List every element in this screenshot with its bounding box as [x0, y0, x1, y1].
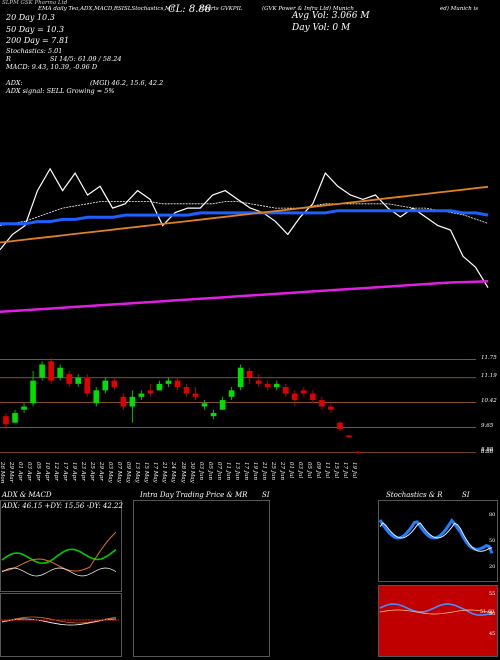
candle-body [282, 387, 289, 394]
candle-body [237, 367, 244, 388]
si-panel [378, 585, 498, 657]
adx-values: (MGI) 46.2, 15.6, 42.2 [90, 79, 164, 87]
intraday-panel-title: Intra Day Trading Price & MR [140, 491, 248, 499]
stochastic-level-label: 50 [489, 538, 495, 544]
macd-signal-line [1, 616, 117, 624]
candle-body [165, 380, 172, 384]
adx-line [1, 567, 117, 577]
candle-body [337, 422, 343, 430]
header-col2: SLStochastics,MR [124, 6, 175, 12]
si-level-label: 45 [489, 631, 495, 637]
stochastics-panel [378, 500, 498, 582]
candle-body [147, 390, 154, 394]
candle-body [120, 396, 127, 407]
si-value: SI 14/5: 61.09 / 58.24 [50, 55, 122, 63]
price-axis-label: 10.42 [481, 397, 497, 404]
candle-body [183, 387, 190, 394]
adx-plus-di-line [1, 548, 117, 565]
candle-body [210, 412, 217, 417]
stochastic-d-line [379, 522, 493, 552]
dma-200: 200 Day = 7.81 [6, 36, 70, 45]
price-axis-label: 8.88 [481, 449, 494, 455]
candle-body [48, 361, 54, 381]
candle-body [219, 400, 226, 410]
adx-signal: ADX signal: SELL Growing ≈ 5% [6, 87, 115, 95]
stochastics-value: Stochastics: 5.01 [6, 47, 63, 55]
candle-body [201, 403, 208, 407]
candle-body [192, 393, 199, 397]
candle-body [319, 400, 325, 407]
si-signal-line [379, 609, 493, 615]
candle-body [12, 412, 18, 423]
intraday-panel [133, 500, 270, 657]
dma-20: 20 Day 10.3 [6, 13, 55, 22]
candle-body [301, 390, 307, 394]
candle-body [75, 377, 82, 384]
candle-body [66, 374, 72, 384]
header-close: CL: 8.88 [168, 4, 212, 15]
si-value-label: 51.60 [480, 609, 494, 615]
macd-panel [0, 593, 122, 657]
candle-body [138, 393, 145, 397]
candle-body [93, 390, 100, 404]
header-col4: (GVK Power & Infra Ltd) Munich [262, 6, 354, 12]
adx-panel [0, 500, 122, 592]
candle-body [255, 380, 262, 384]
ema-50-line [0, 209, 489, 226]
price-axis-label: 9.65 [481, 422, 494, 429]
candle-body [273, 383, 280, 388]
adx-panel-title: ADX & MACD [2, 491, 52, 499]
price-axis-label: 8.88 [481, 447, 494, 454]
candle-body [310, 393, 316, 401]
stochastic-level-label: 80 [489, 512, 495, 518]
si-line [379, 603, 493, 616]
stochastics-panel-title: Stochastics & R [386, 491, 443, 499]
adx-readout: ADX: 46.15 +DY: 15.56 -DY: 42.22 [2, 502, 123, 510]
dma-50: 50 Day = 10.3 [6, 25, 65, 34]
price-axis-label: 11.75 [481, 354, 497, 361]
ema-200-line [0, 280, 489, 314]
adx-minus-di-line [1, 531, 117, 572]
ema-20-line [0, 201, 489, 226]
candle-body [39, 364, 45, 378]
price-axis-label: 11.19 [481, 372, 497, 379]
header-col3: Charts GVKPIL [200, 6, 243, 12]
header-col1: EMA daily Tea,ADX,MACD,RSI [38, 6, 124, 12]
macd-value: MACD: 9.43, 10.39, -0.96 D [6, 63, 98, 71]
si-panel-label: SI [462, 491, 470, 499]
avg-volume: Avg Vol: 3.066 M [292, 11, 370, 21]
candle-body [355, 451, 361, 453]
candle-body [292, 393, 298, 401]
header-line1: SLPM GSK Pharma Ltd [2, 0, 68, 6]
r-label: R [6, 55, 11, 63]
price-chart [0, 167, 489, 454]
header-col5: ed) Munich is [440, 6, 479, 12]
si-level-label: 50 [489, 611, 495, 617]
candle-body [346, 435, 352, 438]
candle-body [228, 390, 235, 397]
candle-body [156, 383, 163, 391]
intraday-si-label: SI [262, 491, 270, 499]
candle-body [111, 380, 118, 388]
candle-body [264, 383, 271, 388]
candle-body [174, 380, 181, 388]
macd-line [1, 618, 117, 626]
si-level-label: 55 [489, 591, 495, 597]
candle-body [84, 377, 91, 394]
candle-body [246, 370, 253, 378]
candle-body [30, 380, 36, 404]
stochastic-level-label: 20 [489, 564, 495, 570]
candle-body [328, 406, 334, 410]
day-volume: Day Vol: 0 M [292, 23, 351, 33]
candle-body [129, 396, 136, 407]
ema-100-line [0, 185, 489, 244]
candle-body [57, 367, 63, 378]
candle-body [102, 380, 109, 391]
close-price-line [0, 167, 489, 289]
candle-body [21, 406, 27, 410]
candle-body [3, 416, 9, 425]
adx-label: ADX: [6, 79, 23, 87]
